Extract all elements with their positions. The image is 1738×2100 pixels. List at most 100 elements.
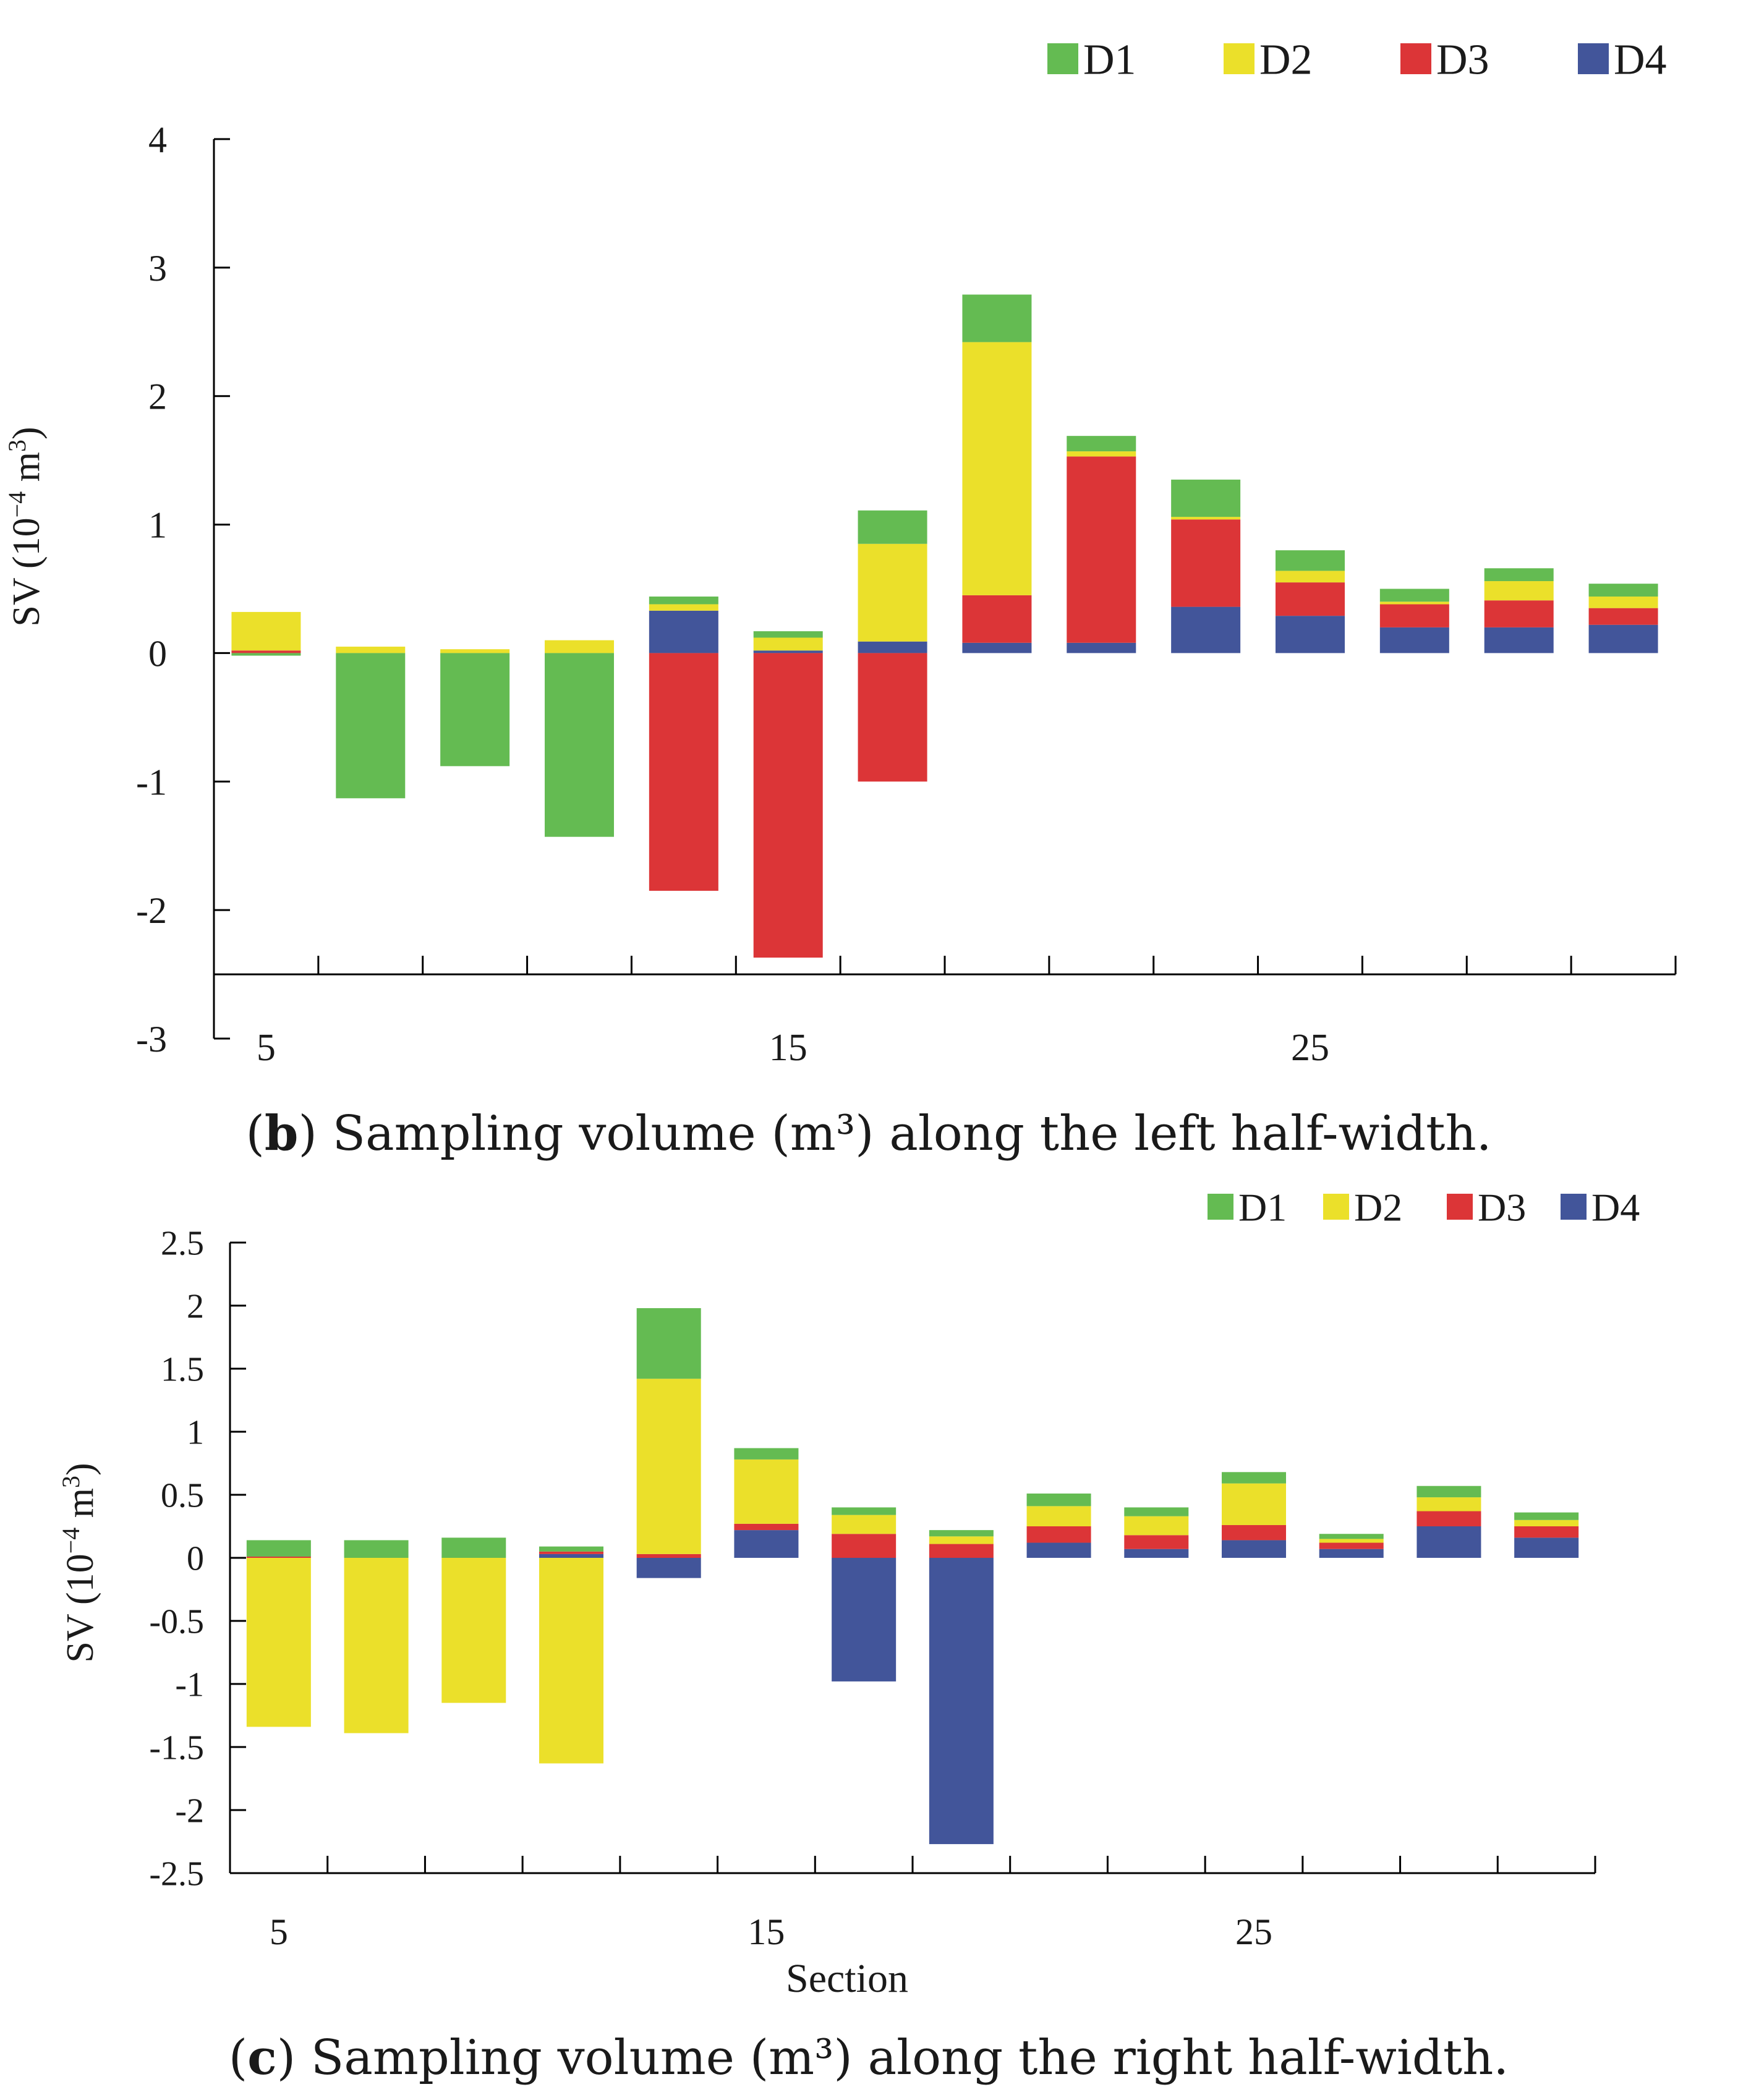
chart-c-bar-d1-section-27	[1319, 1534, 1384, 1539]
chart-b-y-tick-label: 3	[148, 248, 167, 289]
chart-c-bar-d4-section-31	[1514, 1537, 1579, 1558]
chart-b-bar-d4-section-13	[649, 610, 718, 653]
chart-b-legend-label-d1: D1	[1083, 36, 1136, 84]
chart-b-legend: D1 D2 D3 D4	[1047, 36, 1667, 84]
chart-c-bar-d2-section-19	[929, 1536, 994, 1544]
chart-c-bar-d3-section-25	[1222, 1524, 1286, 1541]
chart-c-y-tick-label: 2	[187, 1288, 204, 1326]
chart-c-legend-swatch-d2	[1323, 1194, 1349, 1220]
chart-c-bar-d2-section-11	[539, 1558, 603, 1764]
chart-b-bar-d1-section-27	[1379, 589, 1449, 602]
chart-b-bar-d2-section-25	[1276, 571, 1345, 583]
chart-b-bar-d2-section-29	[1484, 581, 1554, 601]
chart-b-bar-d4-section-19	[962, 642, 1032, 653]
chart-b-bar-d2-section-31	[1588, 596, 1658, 608]
chart-b-bar-d3-section-5	[231, 650, 301, 653]
chart-c-y-tick-label: -0.5	[149, 1603, 204, 1641]
chart-c-bar-d2-section-13	[636, 1379, 701, 1554]
chart-b-x-tick-label: 15	[769, 1027, 807, 1069]
chart-c-bar-d1-section-13	[636, 1308, 701, 1379]
chart-c-y-tick-label: 0.5	[161, 1477, 204, 1515]
chart-b-bar-d2-section-13	[649, 604, 718, 611]
chart-b-bar-d1-section-19	[962, 294, 1032, 342]
chart-b-y-tick-label: -3	[136, 1019, 167, 1060]
chart-b-left-half-width: D1 D2 D3 D4 4 3 2 1 0 -1 -2 -3 5 15 25 SV (10−4 m3) (…	[3, 36, 1677, 1162]
chart-b-bar-d3-section-25	[1276, 582, 1345, 616]
chart-b-bar-d3-section-27	[1379, 604, 1449, 627]
chart-b-bar-d4-section-23	[1171, 606, 1241, 653]
chart-c-bar-d2-section-17	[832, 1515, 897, 1534]
chart-b-bar-d3-section-23	[1171, 519, 1241, 607]
chart-c-bar-d4-section-19	[929, 1558, 994, 1845]
chart-b-bar-d2-section-17	[858, 543, 927, 642]
chart-c-axes: 2.5 2 1.5 1 0.5 0 -0.5 -1 -1.5 -2 -2.5 5 15 25	[149, 1225, 1596, 1952]
chart-b-x-tick-label: 5	[257, 1027, 276, 1069]
chart-c-bar-d2-section-31	[1514, 1520, 1579, 1526]
chart-b-bar-d4-section-15	[753, 650, 823, 653]
chart-c-bar-d3-section-17	[832, 1534, 897, 1558]
chart-c-bar-d2-section-27	[1319, 1539, 1384, 1543]
chart-b-bar-d2-section-7	[336, 647, 406, 653]
chart-c-x-axis-label: Section	[786, 1956, 908, 2001]
chart-c-bar-d1-section-25	[1222, 1472, 1286, 1484]
chart-c-y-tick-label: -1.5	[149, 1729, 204, 1767]
chart-c-bar-d3-section-5	[246, 1556, 311, 1558]
chart-c-y-axis-label: SV (10−4 m3)	[57, 1463, 101, 1662]
chart-b-bar-d2-section-21	[1067, 451, 1136, 457]
chart-c-bar-d4-section-17	[832, 1558, 897, 1681]
chart-c-bar-d2-section-5	[246, 1558, 311, 1727]
chart-c-bar-d1-section-9	[441, 1537, 506, 1558]
chart-c-bar-d4-section-29	[1416, 1526, 1481, 1558]
chart-b-caption: (b) Sampling volume (m³) along the left …	[245, 1105, 1491, 1162]
chart-b-bar-d3-section-29	[1484, 600, 1554, 627]
chart-c-bar-d3-section-15	[734, 1523, 799, 1531]
chart-c-bar-d1-section-31	[1514, 1512, 1579, 1520]
chart-c-bar-d1-section-5	[246, 1540, 311, 1557]
chart-c-bar-d1-section-11	[539, 1546, 603, 1552]
chart-b-bar-d4-section-21	[1067, 642, 1136, 653]
chart-c-right-half-width: D1 D2 D3 D4 2.5 2 1.5 1 0.5 0 -0.5 -1 -1.5 -2 -2.5 5 15…	[57, 1185, 1640, 2086]
chart-b-bar-d3-section-31	[1588, 608, 1658, 625]
chart-b-bar-d4-section-25	[1276, 616, 1345, 653]
chart-c-x-tick-label: 5	[270, 1911, 288, 1952]
chart-b-y-tick-label: 4	[148, 119, 167, 160]
chart-c-bar-d3-section-27	[1319, 1542, 1384, 1549]
chart-c-bar-d3-section-13	[636, 1554, 701, 1558]
chart-c-bar-d2-section-15	[734, 1459, 799, 1524]
chart-c-bar-d4-section-13	[636, 1558, 701, 1578]
chart-c-bar-d1-section-21	[1026, 1493, 1091, 1507]
chart-c-y-tick-label: 1.5	[161, 1351, 204, 1389]
chart-b-bar-d1-section-5	[231, 653, 301, 656]
chart-c-bar-d2-section-25	[1222, 1483, 1286, 1525]
chart-c-legend-label-d3: D3	[1478, 1185, 1526, 1229]
chart-b-bar-d4-section-31	[1588, 624, 1658, 653]
chart-c-bar-d2-section-7	[344, 1558, 409, 1733]
chart-b-y-tick-label: -2	[136, 890, 167, 931]
chart-b-bar-d1-section-13	[649, 596, 718, 605]
chart-b-y-axis-label: SV (10−4 m3)	[3, 427, 48, 626]
chart-c-legend-swatch-d1	[1208, 1194, 1233, 1220]
chart-c-bar-d3-section-23	[1124, 1535, 1189, 1549]
chart-c-bar-d1-section-23	[1124, 1507, 1189, 1516]
chart-c-legend: D1 D2 D3 D4	[1208, 1185, 1640, 1229]
chart-c-y-tick-label: -1	[175, 1666, 204, 1704]
chart-b-bar-d2-section-9	[440, 649, 510, 653]
chart-b-bar-d4-section-29	[1484, 627, 1554, 653]
chart-b-y-tick-label: 1	[148, 505, 167, 546]
chart-c-bar-d3-section-29	[1416, 1511, 1481, 1526]
chart-b-bar-d4-section-17	[858, 641, 927, 653]
chart-c-y-tick-label: 0	[187, 1540, 204, 1578]
chart-b-bar-d3-section-17	[858, 653, 927, 782]
chart-b-y-tick-label: 2	[148, 376, 167, 417]
chart-b-bar-d2-section-5	[231, 611, 301, 651]
chart-c-y-tick-label: 1	[187, 1414, 204, 1452]
chart-b-bar-d4-section-27	[1379, 627, 1449, 653]
chart-b-bar-d3-section-21	[1067, 456, 1136, 643]
chart-c-bar-d4-section-15	[734, 1530, 799, 1558]
chart-b-bar-d3-section-13	[649, 653, 718, 891]
chart-c-bar-d4-section-25	[1222, 1540, 1286, 1558]
chart-b-bar-d2-section-19	[962, 342, 1032, 595]
chart-c-bar-d1-section-19	[929, 1530, 994, 1537]
chart-c-y-tick-label: -2	[175, 1792, 204, 1830]
